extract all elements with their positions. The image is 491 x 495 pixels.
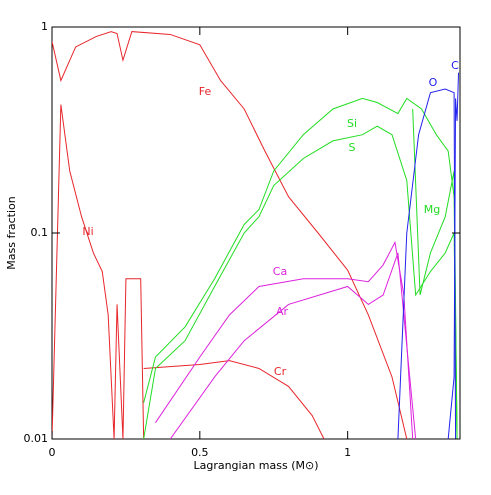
series-line [143,360,325,439]
y-tick-label: 1 [41,20,48,33]
series-label: Fe [199,85,212,98]
series-line [52,104,145,439]
y-tick-label: 0.1 [31,226,49,239]
series-label: O [429,76,438,89]
x-axis-label: Lagrangian mass (M⊙) [193,459,318,472]
series-line [412,108,458,439]
series-label: Si [347,117,357,130]
series-line [143,97,458,439]
series-label: Cr [274,365,287,378]
series-line [169,252,417,439]
series-label: S [349,141,356,154]
series-line [397,88,457,439]
x-tick-label: 0.5 [191,446,209,459]
series-label: Ni [82,225,93,238]
plot-frame [51,26,461,440]
series-label: Ca [273,265,287,278]
y-axis-label: Mass fraction [5,196,18,269]
x-tick-label: 0 [49,446,56,459]
y-tick-label: 0.01 [24,432,49,445]
series-label: C [451,59,459,72]
series-line [143,125,458,439]
x-tick-label: 1 [344,446,351,459]
series-line [155,240,414,439]
plot-area [52,31,460,439]
series-label: Ar [276,305,289,318]
series-line [447,72,460,439]
series-line [52,31,408,439]
series-label: Mg [424,203,440,216]
